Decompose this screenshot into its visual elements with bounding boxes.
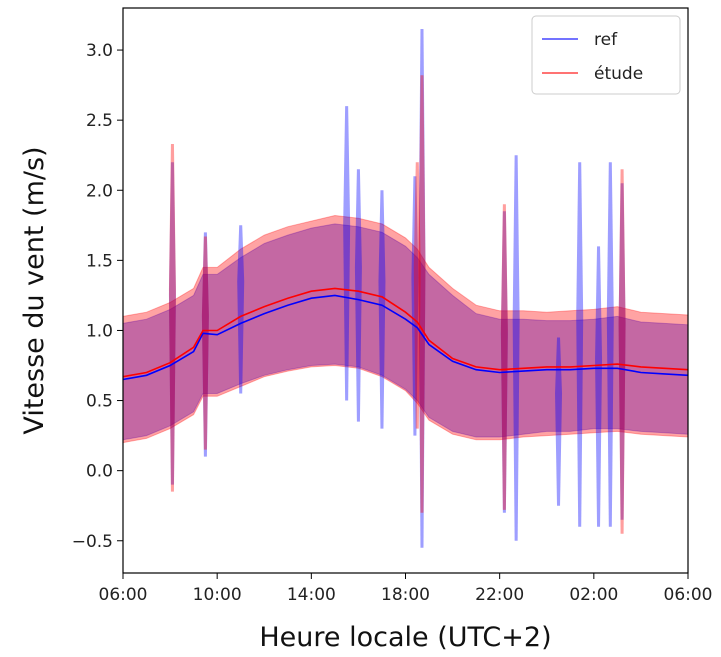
y-tick-label: 2.5 (86, 111, 113, 131)
x-tick-label: 22:00 (475, 585, 524, 605)
spike-ref-14 (618, 183, 626, 520)
spike-ref-11 (576, 162, 584, 527)
y-tick-label: −0.5 (72, 532, 113, 552)
spike-ref-10 (555, 337, 563, 506)
x-axis-label: Heure locale (UTC+2) (259, 622, 551, 653)
confidence-bands (122, 214, 689, 444)
spike-artifacts (168, 29, 626, 548)
x-tick-label: 06:00 (664, 585, 713, 605)
y-tick-label: 1.5 (86, 251, 113, 271)
y-tick-label: 2.0 (86, 181, 113, 201)
spike-ref-4 (354, 169, 362, 422)
x-tick-label: 02:00 (569, 585, 618, 605)
legend: ref étude (531, 15, 681, 95)
spike-ref-5 (378, 190, 386, 429)
y-tick-label: 0.5 (86, 392, 113, 412)
y-axis-ticks: −0.5 0.0 0.5 1.0 1.5 2.0 2.5 3.0 (72, 41, 123, 552)
spike-ref-6 (418, 29, 426, 548)
y-axis-label: Vitesse du vent (m/s) (19, 146, 50, 434)
spike-etude-5 (618, 169, 626, 534)
legend-label: étude (594, 64, 643, 84)
spike-ref-3 (343, 106, 351, 401)
y-tick-label: 3.0 (86, 41, 113, 61)
x-tick-label: 14:00 (287, 585, 336, 605)
spike-ref-7 (411, 176, 419, 436)
mean-lines (122, 287, 689, 381)
legend-box (531, 15, 681, 95)
spike-ref-8 (500, 211, 508, 513)
y-tick-label: 0.0 (86, 462, 113, 482)
spike-etude-3 (413, 162, 421, 429)
x-axis-ticks: 06:00 10:00 14:00 18:00 22:00 02:00 06:00 (99, 573, 713, 605)
x-tick-label: 18:00 (381, 585, 430, 605)
x-tick-label: 06:00 (99, 585, 148, 605)
legend-label: ref (594, 30, 618, 50)
y-tick-label: 1.0 (86, 321, 113, 341)
spike-ref-0 (168, 162, 176, 485)
spike-ref-13 (606, 162, 614, 527)
spike-ref-2 (237, 225, 245, 394)
x-tick-label: 10:00 (193, 585, 242, 605)
spike-etude-0 (168, 143, 176, 492)
spike-etude-4 (500, 204, 508, 510)
spike-etude-1 (201, 236, 209, 450)
spike-ref-12 (595, 246, 603, 527)
spike-ref-9 (512, 155, 520, 541)
mean-line-etude (122, 287, 689, 378)
spike-ref-1 (201, 232, 209, 457)
spike-etude-2 (418, 75, 426, 513)
mean-line-ref (122, 294, 689, 381)
